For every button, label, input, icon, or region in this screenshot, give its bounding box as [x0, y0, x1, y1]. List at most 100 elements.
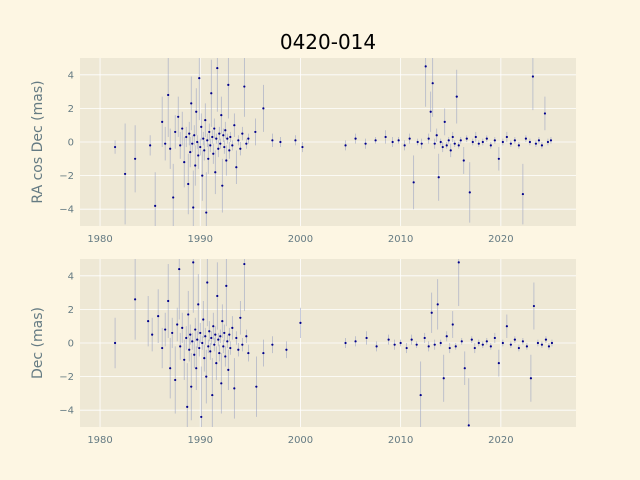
data-point: [531, 75, 535, 78]
data-point: [271, 343, 274, 346]
data-point: [202, 318, 205, 321]
data-point: [391, 140, 394, 144]
data-point: [537, 139, 541, 142]
data-point: [218, 132, 221, 135]
data-point: [517, 144, 520, 147]
data-point: [481, 343, 484, 346]
x-tick-label: 2010: [388, 234, 413, 245]
data-point: [164, 142, 167, 145]
dec-panel: 1980 1990 2000 2010 2020 −4 −2 0 2 4 Dec (mas): [30, 259, 576, 446]
data-point: [206, 281, 209, 284]
data-point: [201, 174, 204, 177]
data-point: [191, 142, 194, 145]
data-point: [442, 377, 445, 380]
data-point: [196, 140, 199, 144]
data-point: [187, 182, 190, 186]
data-point: [167, 299, 170, 303]
data-point: [489, 345, 492, 348]
data-point: [226, 137, 229, 140]
data-point: [220, 382, 223, 385]
data-point: [403, 144, 406, 147]
data-point: [177, 115, 180, 118]
data-point: [493, 139, 496, 142]
y-tick-label: 2: [68, 305, 74, 316]
data-point: [228, 149, 231, 152]
data-point: [237, 348, 240, 351]
data-point: [235, 166, 238, 169]
data-point: [221, 184, 224, 187]
data-point: [227, 368, 230, 371]
data-point: [247, 137, 250, 140]
data-point: [151, 333, 154, 336]
data-point: [217, 338, 220, 341]
data-point: [473, 346, 476, 350]
y-tick-label: −2: [59, 372, 74, 383]
data-point: [231, 326, 234, 329]
data-point: [429, 110, 432, 113]
data-point: [172, 196, 175, 199]
data-point: [294, 139, 297, 142]
data-point: [431, 82, 434, 85]
data-point: [167, 93, 170, 97]
data-point: [174, 130, 177, 134]
data-point: [447, 139, 450, 142]
data-point: [193, 353, 196, 356]
data-point: [225, 159, 228, 162]
data-layer: [113, 58, 553, 226]
data-point: [433, 343, 436, 346]
data-point: [241, 132, 244, 135]
data-point: [544, 338, 548, 341]
y-tick-label: 4: [68, 271, 74, 282]
data-point: [239, 147, 242, 150]
data-point: [194, 164, 197, 167]
data-point: [198, 346, 201, 350]
data-point: [540, 144, 544, 147]
data-point: [207, 345, 210, 348]
data-point: [228, 333, 231, 336]
data-point: [197, 154, 200, 157]
data-point: [174, 378, 177, 382]
data-point: [235, 336, 238, 340]
data-point: [453, 142, 456, 145]
data-point: [448, 346, 451, 350]
y-tick-label: 0: [68, 339, 74, 350]
data-point: [433, 142, 436, 145]
data-point: [364, 142, 367, 145]
data-point: [354, 340, 357, 343]
data-point: [457, 261, 460, 264]
data-point: [221, 320, 224, 323]
data-point: [208, 130, 211, 134]
data-point: [470, 338, 473, 341]
data-point: [190, 385, 193, 388]
data-point: [439, 140, 442, 144]
data-point: [262, 351, 265, 355]
data-point: [233, 124, 236, 127]
data-point: [113, 145, 117, 149]
data-point: [213, 127, 216, 130]
data-point: [190, 102, 193, 105]
data-point: [532, 304, 536, 308]
data-point: [445, 335, 448, 338]
data-point: [185, 135, 188, 139]
data-point: [419, 393, 422, 397]
data-point: [521, 192, 524, 196]
data-point: [437, 176, 440, 179]
data-point: [477, 142, 480, 145]
data-point: [547, 345, 551, 348]
data-point: [219, 142, 222, 145]
data-point: [463, 367, 466, 370]
data-point: [354, 137, 357, 140]
data-point: [157, 315, 160, 318]
data-point: [183, 161, 186, 164]
data-point: [223, 145, 226, 149]
data-point: [408, 137, 411, 140]
data-point: [216, 66, 219, 70]
data-point: [171, 331, 174, 335]
data-point: [455, 95, 458, 98]
data-point: [210, 92, 213, 95]
data-point: [445, 144, 448, 147]
data-point: [493, 336, 496, 340]
data-point: [214, 333, 217, 336]
data-point: [254, 130, 257, 134]
